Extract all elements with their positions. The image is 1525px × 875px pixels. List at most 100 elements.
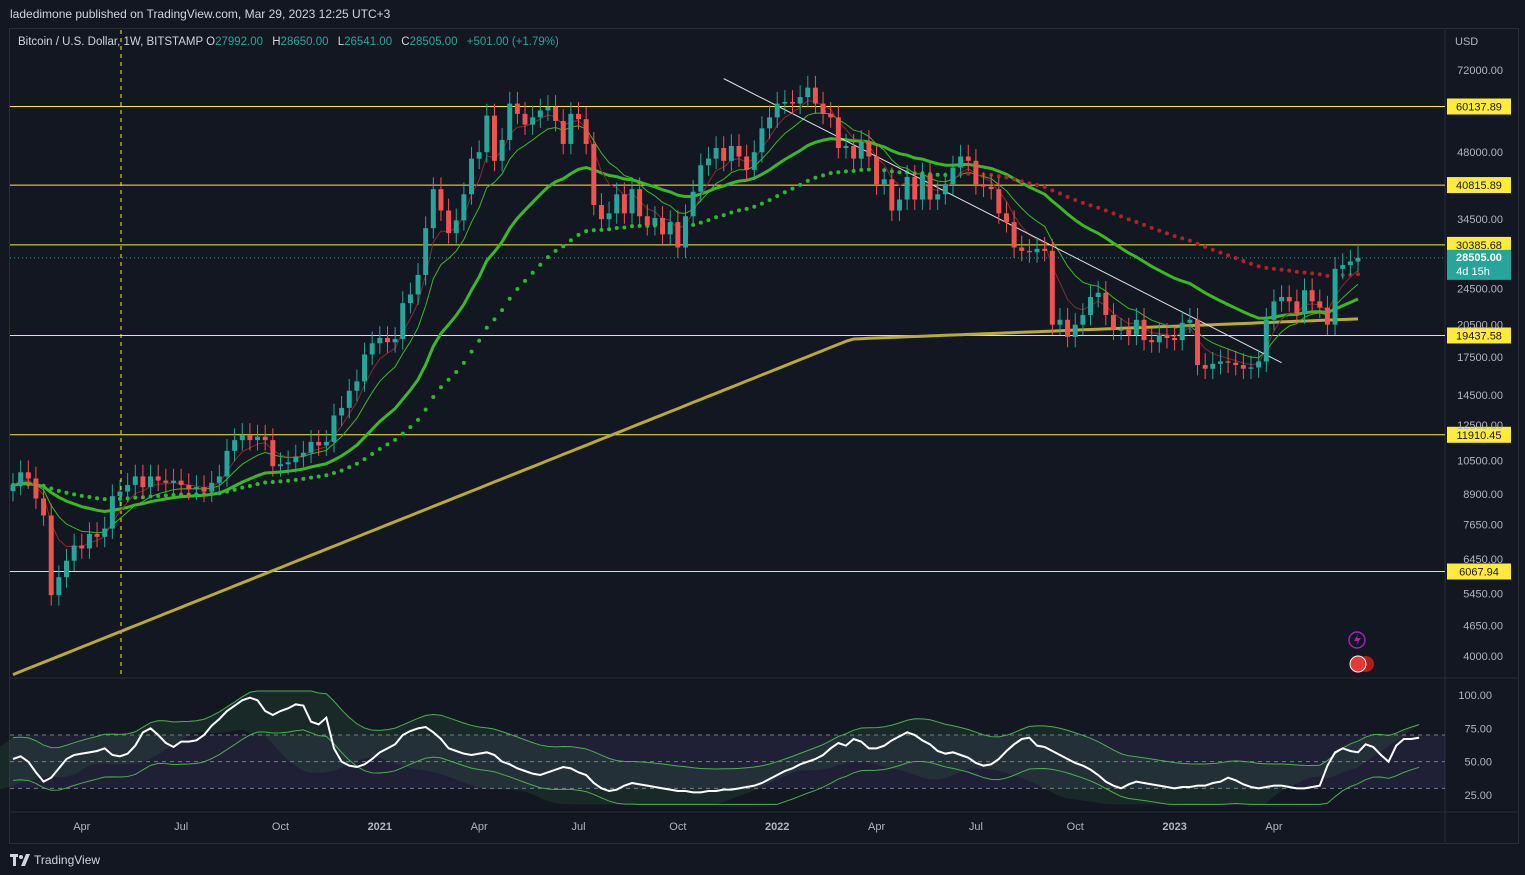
chart-frame	[9, 28, 1519, 844]
candle-body	[912, 176, 918, 200]
rsi-tick-label: 75.00	[1464, 723, 1492, 735]
candle-body	[491, 115, 497, 161]
candle-body	[545, 106, 551, 111]
candle-body	[981, 184, 987, 187]
legend-close: 28505.00	[409, 36, 458, 48]
candle-body	[759, 128, 765, 153]
candle-body	[33, 478, 39, 499]
candle-body	[774, 103, 780, 118]
candle-body	[86, 534, 92, 549]
ema-red-line	[12, 100, 1359, 548]
candle-body	[1286, 297, 1292, 302]
candle-body	[201, 487, 207, 492]
dotted-ma-point	[255, 482, 260, 487]
candle-body	[1011, 222, 1017, 248]
dotted-ma-point	[1111, 211, 1116, 216]
dotted-ma-point	[721, 213, 726, 218]
candle-body	[1233, 362, 1239, 366]
dotted-ma-point	[1317, 272, 1322, 277]
candle-body	[1324, 307, 1330, 325]
dotted-ma-point	[752, 204, 757, 209]
candle-body	[1317, 301, 1323, 308]
dotted-ma-point	[224, 489, 229, 494]
time-tick-label: Oct	[669, 821, 686, 833]
currency-label: USD	[1455, 36, 1478, 48]
dotted-ma-point	[1157, 228, 1162, 233]
candle-body	[193, 487, 199, 490]
dotted-ma-point	[1065, 194, 1070, 199]
price-tick-label: 14500.00	[1457, 390, 1503, 402]
dotted-ma-point	[301, 476, 306, 481]
publisher-text: ladedimone published on TradingView.com,…	[10, 7, 391, 21]
legend-open: 27992.00	[215, 36, 264, 48]
candle-body	[965, 156, 971, 161]
candle-body	[530, 117, 536, 125]
dotted-ma-point	[362, 457, 367, 462]
dotted-ma-point	[95, 496, 100, 501]
candle-body	[767, 117, 773, 129]
dotted-ma-point	[1279, 267, 1284, 272]
dotted-ma-point	[1119, 214, 1124, 219]
candle-body	[277, 464, 283, 467]
candle-body	[1118, 329, 1124, 331]
candle-body	[736, 145, 742, 157]
candle-body	[713, 148, 719, 159]
candle-body	[644, 216, 650, 226]
candle-body	[476, 152, 482, 159]
dotted-ma-point	[1356, 272, 1360, 277]
candle-body	[1309, 290, 1315, 302]
dotted-ma-point	[41, 483, 46, 488]
dotted-ma-point	[393, 437, 398, 442]
candle-body	[499, 139, 505, 161]
dotted-ma-point	[790, 186, 795, 191]
candle-body	[858, 141, 864, 159]
candle-body	[583, 119, 589, 144]
candle-body	[216, 476, 222, 483]
time-tick-label: Apr	[868, 821, 885, 833]
tradingview-logo[interactable]: TradingView	[10, 853, 100, 867]
time-tick-label: Jul	[174, 821, 188, 833]
dotted-ma-point	[1019, 179, 1024, 184]
price-tick-label: 4000.00	[1463, 651, 1503, 663]
rsi-envelope-fill	[0, 691, 1420, 805]
legend-l-label: L	[337, 36, 345, 48]
dotted-ma-point	[1195, 241, 1200, 246]
candle-body	[102, 528, 108, 537]
dotted-ma-point	[1310, 271, 1315, 276]
candle-body	[683, 216, 688, 248]
candle-body	[1034, 248, 1040, 253]
candle-body	[621, 194, 627, 214]
candle-body	[469, 158, 475, 195]
price-tick-label: 12500.00	[1457, 420, 1503, 432]
candle-body	[117, 491, 123, 497]
time-tick-label: Apr	[73, 821, 90, 833]
candle-body	[522, 113, 528, 125]
us-flag-icon	[1349, 655, 1367, 673]
dotted-ma-point	[1264, 265, 1269, 270]
dotted-ma-point	[309, 475, 314, 480]
candle-body	[369, 343, 375, 355]
last-price-label: 28505.00	[1456, 252, 1502, 264]
dotted-ma-point	[1203, 244, 1208, 249]
dotted-ma-point	[614, 226, 619, 231]
candle-body	[958, 156, 964, 168]
candle-body	[71, 545, 77, 561]
candle-body	[629, 189, 635, 214]
candle-body	[94, 534, 100, 537]
dotted-ma-point	[1142, 222, 1147, 227]
candle-body	[996, 189, 1002, 214]
candle-body	[1340, 265, 1346, 269]
candle-body	[323, 441, 329, 446]
dotted-ma-point	[331, 470, 336, 475]
dotted-ma-point	[744, 206, 749, 211]
dotted-ma-point	[1294, 269, 1299, 274]
candle-body	[950, 167, 956, 185]
dotted-ma-point	[798, 182, 803, 187]
candle-body	[155, 476, 161, 481]
lightning-glyph	[1354, 634, 1361, 646]
dotted-ma-point	[545, 255, 550, 260]
candle-body	[446, 210, 452, 234]
level-price-tag	[1447, 327, 1511, 344]
candle-body	[866, 141, 872, 157]
